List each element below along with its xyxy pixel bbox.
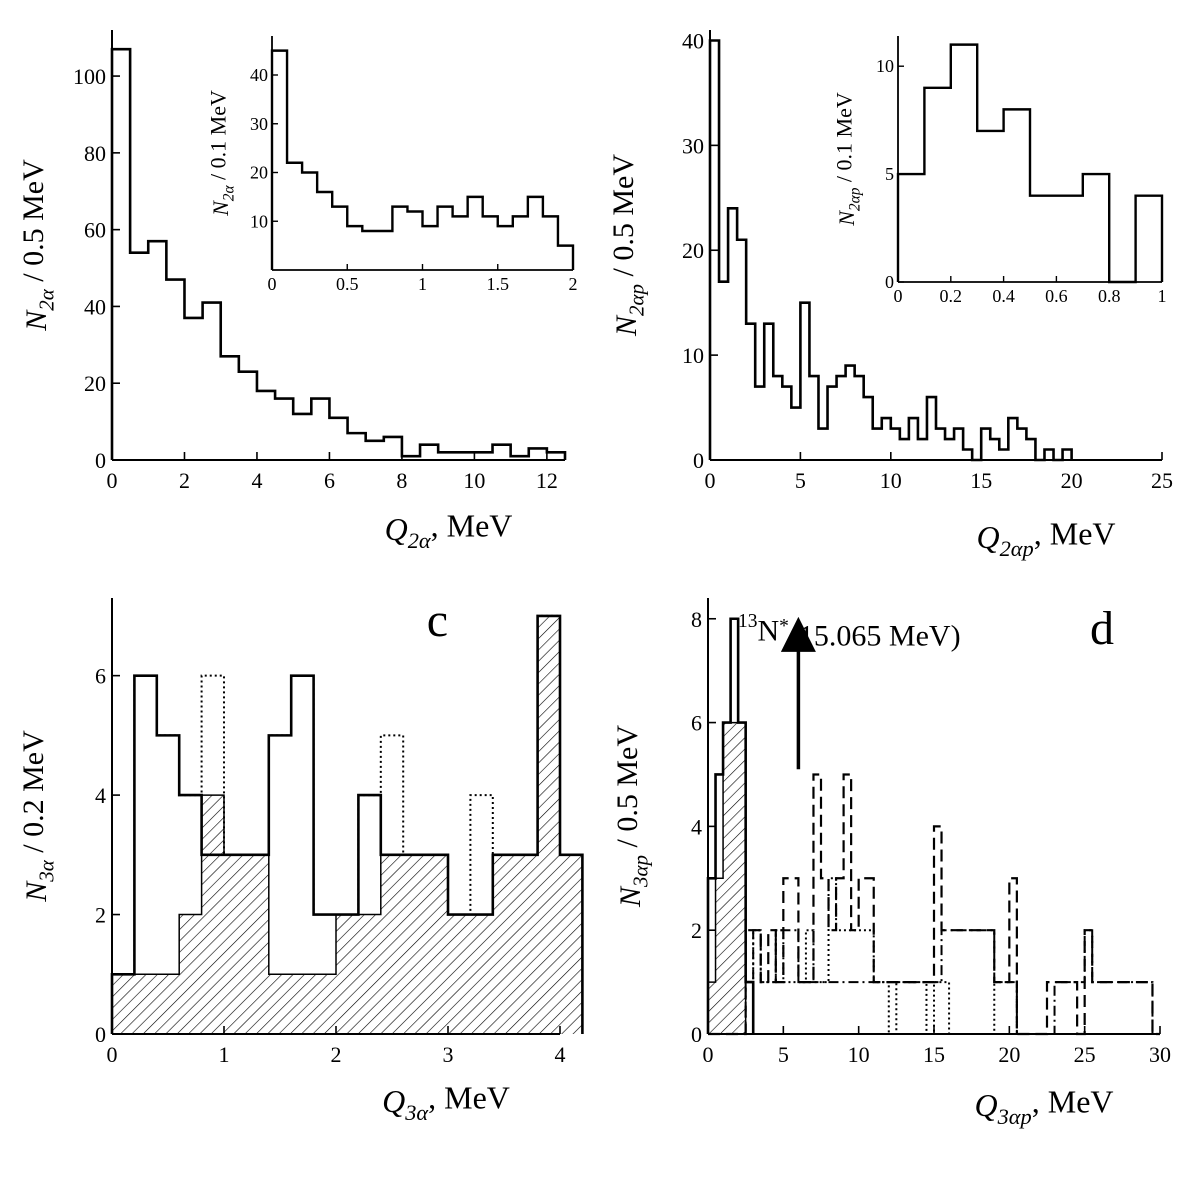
inset-y-axis-label: N2αp / 0.1 MeV: [832, 92, 864, 227]
x-tick-label: 3: [443, 1042, 454, 1067]
inset-y-axis-label: N2α / 0.1 MeV: [206, 90, 238, 217]
x-tick-label: 10: [848, 1042, 870, 1067]
inset-y-tick-label: 40: [250, 65, 268, 85]
inset-y-tick-label: 30: [250, 114, 268, 134]
x-tick-label: 0: [107, 1042, 118, 1067]
x-axis-label: Q2αp, MeV: [976, 516, 1115, 561]
x-tick-label: 0: [703, 1042, 714, 1067]
y-tick-label: 6: [95, 664, 106, 689]
inset-x-tick-label: 0.8: [1098, 286, 1121, 306]
x-axis-label: Q3αp, MeV: [974, 1084, 1113, 1129]
x-tick-label: 0: [107, 468, 118, 493]
x-tick-label: 15: [923, 1042, 945, 1067]
x-tick-label: 5: [778, 1042, 789, 1067]
x-tick-label: 4: [251, 468, 262, 493]
inset-background: [272, 36, 573, 270]
inset-x-tick-label: 0.4: [992, 286, 1015, 306]
y-tick-label: 80: [84, 141, 106, 166]
x-tick-label: 4: [555, 1042, 566, 1067]
x-tick-label: 30: [1149, 1042, 1171, 1067]
inset-y-tick-label: 10: [876, 56, 894, 76]
x-tick-label: 12: [536, 468, 558, 493]
y-tick-label: 2: [95, 903, 106, 928]
inset-x-tick-label: 0: [268, 274, 277, 294]
y-axis-label: N3αp / 0.5 MeV: [611, 725, 653, 908]
y-tick-label: 6: [691, 711, 702, 736]
y-tick-label: 0: [691, 1022, 702, 1047]
x-tick-label: 1: [219, 1042, 230, 1067]
x-tick-label: 10: [463, 468, 485, 493]
y-axis-label: N2α / 0.5 MeV: [17, 159, 59, 332]
inset-x-tick-label: 0.6: [1045, 286, 1068, 306]
histogram-series-solid: [110, 47, 567, 460]
annotation-label: 13N*(15.065 MeV): [738, 611, 961, 652]
y-tick-label: 2: [691, 918, 702, 943]
y-tick-label: 20: [84, 371, 106, 396]
inset-histogram: [270, 49, 575, 270]
y-tick-label: 0: [95, 448, 106, 473]
x-axis-label: Q2α, MeV: [385, 508, 513, 553]
x-tick-label: 25: [1074, 1042, 1096, 1067]
y-tick-label: 10: [682, 343, 704, 368]
panel-label: d: [1090, 602, 1114, 655]
inset-x-tick-label: 0.5: [336, 274, 359, 294]
inset-x-tick-label: 1: [1158, 286, 1167, 306]
histogram-series-dotted: [111, 614, 584, 1034]
inset-y-tick-label: 10: [250, 211, 268, 231]
x-tick-label: 2: [331, 1042, 342, 1067]
panel-d: 0 5 10 15 20 25 30 0 2 4 6 8 N3αp / 0.5 MeV Q3αp, MeV…: [611, 598, 1171, 1129]
x-tick-label: 5: [795, 468, 806, 493]
inset-y-tick-label: 20: [250, 163, 268, 183]
inset-x-tick-label: 2: [569, 274, 578, 294]
x-tick-label: 6: [324, 468, 335, 493]
histogram-series-dashdot: [708, 929, 1160, 1035]
histogram-series-solid: [708, 39, 1073, 462]
x-tick-label: 20: [1061, 468, 1083, 493]
x-tick-label: 20: [998, 1042, 1020, 1067]
x-tick-label: 10: [880, 468, 902, 493]
y-tick-label: 8: [691, 607, 702, 632]
y-tick-label: 100: [73, 64, 106, 89]
x-tick-label: 15: [970, 468, 992, 493]
y-axis-label: N2αp / 0.5 MeV: [607, 154, 649, 337]
y-tick-label: 20: [682, 238, 704, 263]
inset-x-tick-label: 1: [418, 274, 427, 294]
inset-y-tick-label: 5: [885, 164, 894, 184]
x-tick-label: 2: [179, 468, 190, 493]
y-tick-label: 40: [84, 294, 106, 319]
inset-x-tick-label: 0: [894, 286, 903, 306]
x-tick-label: 25: [1151, 468, 1173, 493]
inset-x-tick-label: 1.5: [487, 274, 510, 294]
y-tick-label: 60: [84, 218, 106, 243]
y-tick-label: 30: [682, 133, 704, 158]
y-tick-label: 40: [682, 28, 704, 53]
panel-c: 0 1 2 3 4 0 2 4 6 N3α / 0.2 MeV Q3α, MeV c: [17, 594, 584, 1125]
y-tick-label: 0: [95, 1022, 106, 1047]
x-tick-label: 8: [396, 468, 407, 493]
x-tick-label: 0: [705, 468, 716, 493]
inset-x-tick-label: 0.2: [940, 286, 963, 306]
y-tick-label: 4: [691, 814, 702, 839]
panel-label: c: [427, 594, 448, 647]
y-tick-label: 0: [693, 448, 704, 473]
histogram-series-hatched: [111, 615, 584, 1034]
y-axis-label: N3α / 0.2 MeV: [17, 730, 59, 903]
inset-y-tick-label: 0: [885, 272, 894, 292]
y-tick-label: 4: [95, 783, 106, 808]
inset-a: 0 0.5 1 1.5 2 10 20 30 40 N2α / 0.1 MeV: [206, 36, 578, 294]
x-axis-label: Q3α, MeV: [382, 1080, 510, 1125]
